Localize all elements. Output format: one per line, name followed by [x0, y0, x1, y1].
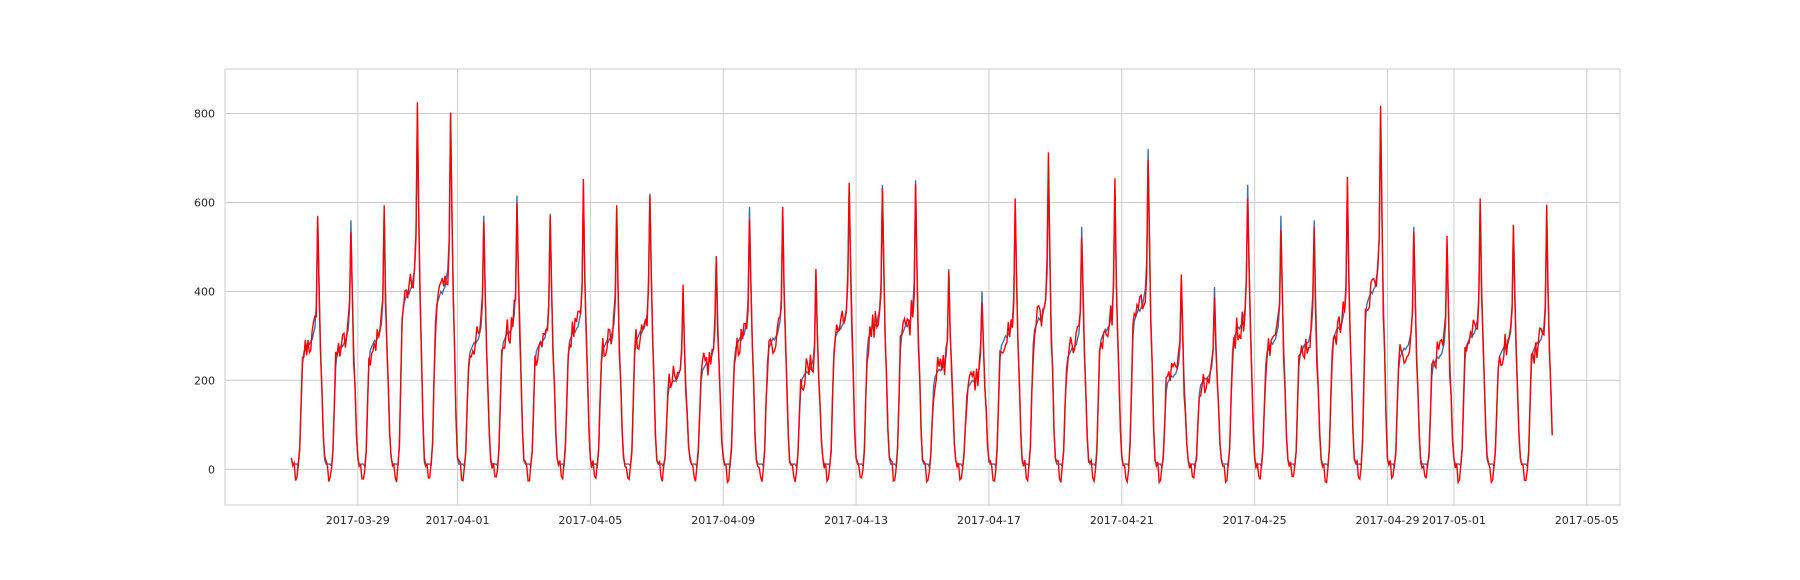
x-tick-label: 2017-04-21	[1090, 514, 1154, 527]
x-tick-label: 2017-04-13	[824, 514, 888, 527]
x-tick-label: 2017-04-01	[426, 514, 490, 527]
y-tick-label: 400	[194, 285, 215, 298]
x-tick-label: 2017-04-17	[957, 514, 1021, 527]
x-tick-label: 2017-03-29	[326, 514, 390, 527]
y-tick-label: 600	[194, 196, 215, 209]
y-tick-label: 800	[194, 107, 215, 120]
x-tick-label: 2017-05-01	[1422, 514, 1486, 527]
x-tick-label: 2017-04-05	[558, 514, 622, 527]
grid	[225, 69, 1620, 505]
x-tick-label: 2017-04-25	[1223, 514, 1287, 527]
x-tick-label: 2017-04-09	[691, 514, 755, 527]
y-tick-label: 200	[194, 374, 215, 387]
axis-labels: 0 200 400 600 800 2017-03-29 2017-04-01 2017-04…	[194, 107, 1619, 527]
series-line-red	[290, 102, 1553, 485]
y-tick-label: 0	[208, 463, 215, 476]
plot-area	[224, 68, 1621, 506]
series-layer	[290, 102, 1553, 485]
x-tick-label: 2017-04-29	[1356, 514, 1420, 527]
x-tick-label: 2017-05-05	[1555, 514, 1619, 527]
